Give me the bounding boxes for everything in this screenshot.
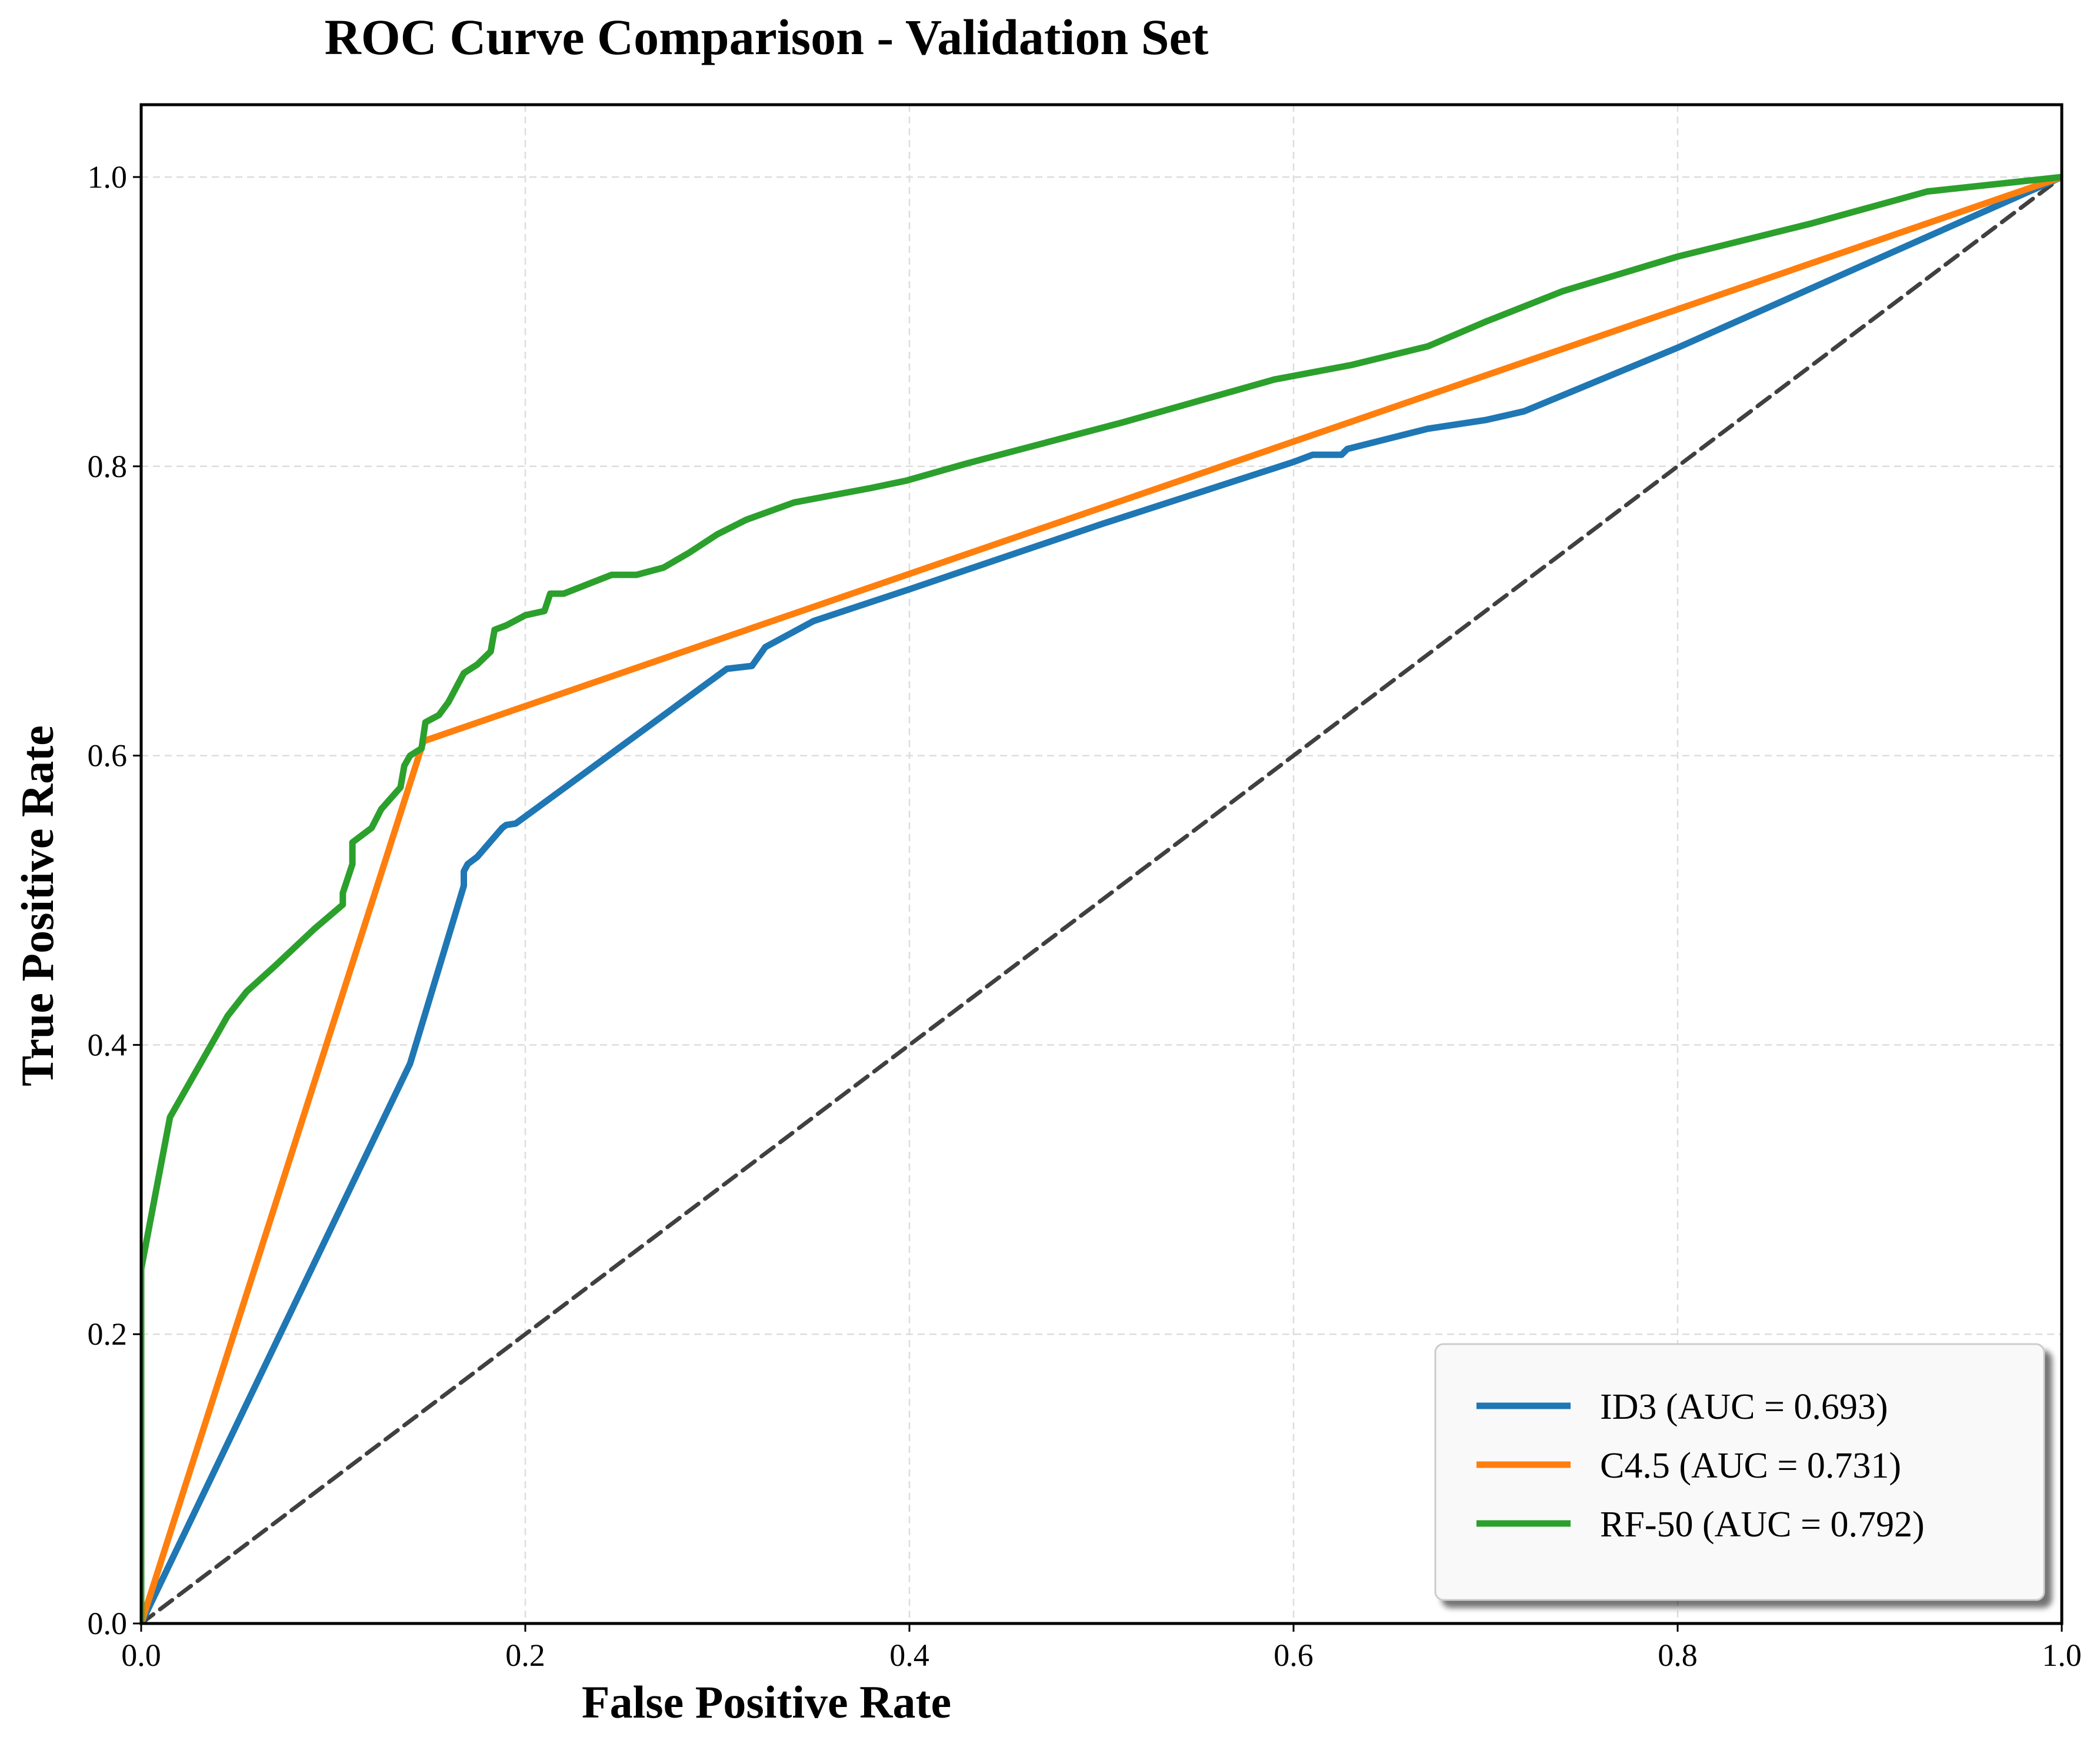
y-tick-label: 0.0 bbox=[88, 1606, 128, 1641]
y-tick-label: 0.4 bbox=[88, 1027, 128, 1062]
diagonal-reference-line bbox=[141, 175, 2062, 1623]
x-axis-label: False Positive Rate bbox=[582, 1676, 951, 1728]
y-axis-label: True Positive Rate bbox=[12, 725, 63, 1086]
y-tick-label: 0.8 bbox=[88, 449, 128, 484]
chart-title: ROC Curve Comparison - Validation Set bbox=[325, 9, 1209, 65]
plot-frame bbox=[139, 103, 2064, 1625]
y-tick-label: 1.0 bbox=[88, 159, 128, 195]
series-line-0 bbox=[141, 174, 2062, 1623]
x-tick-label: 0.4 bbox=[889, 1638, 929, 1673]
x-tick-label: 0.2 bbox=[505, 1638, 545, 1673]
y-tick-label: 0.2 bbox=[88, 1316, 128, 1352]
series-line-2 bbox=[141, 174, 2062, 1623]
x-tick-label: 1.0 bbox=[2042, 1638, 2082, 1673]
series-layer bbox=[141, 174, 2062, 1623]
legend: ID3 (AUC = 0.693) C4.5 (AUC = 0.731) RF-50… bbox=[1434, 1343, 2045, 1601]
legend-label: ID3 (AUC = 0.693) bbox=[1600, 1387, 1888, 1427]
x-tick-label: 0.0 bbox=[121, 1638, 161, 1673]
legend-label: C4.5 (AUC = 0.731) bbox=[1600, 1446, 1901, 1486]
legend-entries: ID3 (AUC = 0.693) C4.5 (AUC = 0.731) RF-50… bbox=[1476, 1387, 1925, 1545]
legend-label: RF-50 (AUC = 0.792) bbox=[1600, 1505, 1925, 1545]
x-tick-label: 0.8 bbox=[1658, 1638, 1698, 1673]
legend-box bbox=[1434, 1343, 2045, 1601]
ticks-layer: 0.0 0.2 0.4 0.6 0.8 1.0 0.0 0.2 0.4 0.6 0.8 1.0 bbox=[88, 159, 2082, 1673]
x-tick-label: 0.6 bbox=[1274, 1638, 1314, 1673]
y-tick-label: 0.6 bbox=[88, 738, 128, 774]
